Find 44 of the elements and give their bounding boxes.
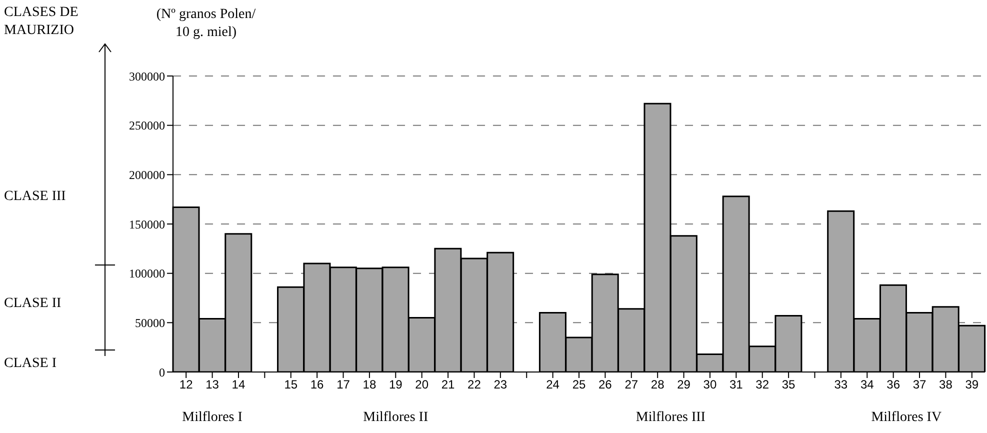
text: Milflores I — [181, 410, 244, 426]
x-tick-label: 20 — [415, 378, 429, 392]
x-tick-label: 21 — [441, 378, 456, 392]
y-tick-label: 0 — [159, 365, 165, 380]
y-tick-label: 50000 — [135, 316, 165, 330]
x-tick-label: 32 — [756, 378, 770, 392]
x-tick-label: 33 — [834, 378, 848, 392]
x-tick-label: 16 — [310, 378, 324, 392]
x-tick-label: 39 — [965, 378, 979, 392]
text: CLASES DE MAURIZIO — [4, 4, 80, 40]
x-tick-label: 34 — [860, 378, 874, 392]
text: Milflores III — [634, 410, 706, 426]
x-tick-label: 23 — [494, 378, 508, 392]
text: Milflores II — [362, 410, 430, 426]
x-tick-label: 18 — [362, 378, 376, 392]
x-tick-label: 17 — [336, 378, 350, 392]
y-axis-title: (Nº granos Polen/ 10 g. miel) — [155, 6, 257, 42]
y-tick-label: 300000 — [129, 69, 165, 84]
x-tick-label: 14 — [232, 378, 246, 392]
x-tick-label: 30 — [703, 378, 717, 392]
text: CLASE II — [4, 296, 62, 312]
x-tick-label: 19 — [388, 378, 403, 392]
x-tick-label: 37 — [912, 378, 927, 392]
x-tick-label: 31 — [729, 378, 744, 392]
y-tick-label: 100000 — [129, 266, 165, 281]
y-tick-label: 200000 — [129, 168, 165, 182]
x-tick-label: 12 — [179, 378, 194, 392]
x-tick-label: 25 — [572, 378, 586, 392]
x-tick-label: 35 — [782, 378, 796, 392]
text: CLASE III — [4, 189, 66, 205]
x-tick-label: 28 — [650, 378, 665, 392]
text: Milflores IV — [870, 410, 943, 426]
x-tick-label: 27 — [624, 378, 638, 392]
y-tick-label: 150000 — [129, 217, 165, 232]
x-tick-label: 22 — [468, 378, 482, 392]
x-tick-label: 26 — [598, 378, 612, 392]
y-tick-label: 250000 — [129, 118, 165, 133]
x-tick-label: 36 — [886, 378, 900, 392]
x-tick-label: 13 — [206, 378, 220, 392]
x-tick-label: 24 — [546, 378, 560, 392]
text: CLASE I — [4, 356, 56, 372]
x-tick-label: 29 — [677, 378, 691, 392]
x-tick-label: 15 — [284, 378, 298, 392]
x-tick-label: 38 — [939, 378, 953, 392]
